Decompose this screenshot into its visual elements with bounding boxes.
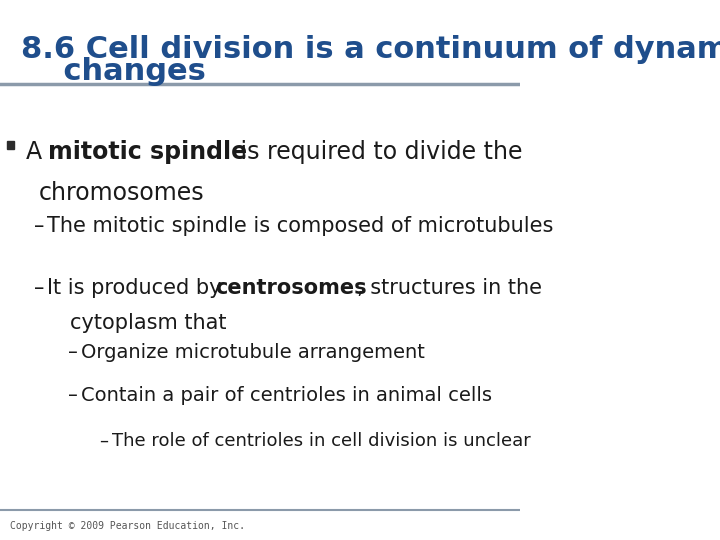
FancyBboxPatch shape [6,141,14,148]
Text: It is produced by: It is produced by [47,278,228,298]
Text: The mitotic spindle is composed of microtubules: The mitotic spindle is composed of micro… [47,216,553,236]
Text: The role of centrioles in cell division is unclear: The role of centrioles in cell division … [112,432,531,450]
Text: –: – [68,386,78,405]
Text: cytoplasm that: cytoplasm that [70,313,227,333]
Text: A: A [26,140,50,164]
Text: centrosomes: centrosomes [215,278,367,298]
Text: Organize microtubule arrangement: Organize microtubule arrangement [81,343,424,362]
Text: chromosomes: chromosomes [39,181,204,205]
Text: , structures in the: , structures in the [356,278,541,298]
Text: –: – [34,278,44,298]
Text: –: – [34,216,44,236]
Text: 8.6 Cell division is a continuum of dynamic: 8.6 Cell division is a continuum of dyna… [21,35,720,64]
Text: is required to divide the: is required to divide the [233,140,523,164]
Text: changes: changes [21,57,206,86]
Text: –: – [68,343,78,362]
Text: Copyright © 2009 Pearson Education, Inc.: Copyright © 2009 Pearson Education, Inc. [10,521,246,531]
Text: Contain a pair of centrioles in animal cells: Contain a pair of centrioles in animal c… [81,386,492,405]
Text: –: – [99,432,108,450]
Text: mitotic spindle: mitotic spindle [48,140,247,164]
